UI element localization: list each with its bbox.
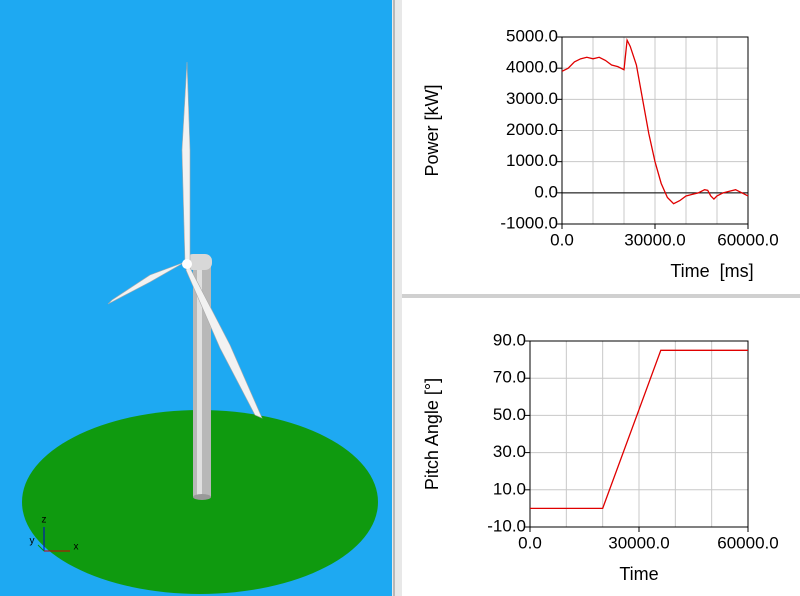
blade <box>185 263 263 419</box>
y-tick-label: 4000.0 <box>506 58 558 77</box>
tower-base <box>193 494 211 500</box>
triad-label: y <box>30 536 35 547</box>
y-tick-label: 70.0 <box>493 368 526 387</box>
x-tick-label: 0.0 <box>550 230 574 249</box>
y-tick-label: 3000.0 <box>506 89 558 108</box>
y-tick-label: 0.0 <box>534 182 558 201</box>
blade <box>107 261 186 305</box>
ground <box>22 410 378 594</box>
plot-frame <box>561 36 749 225</box>
x-tick-label: 30000.0 <box>624 230 685 249</box>
y-axis-title: Pitch Angle [°] <box>422 378 442 490</box>
x-tick-label: 60000.0 <box>717 533 778 552</box>
y-tick-label: 5000.0 <box>506 26 558 45</box>
y-tick-label: 10.0 <box>493 479 526 498</box>
tower-highlight <box>197 265 202 497</box>
triad-y <box>37 544 45 552</box>
x-axis-title: Time [ms] <box>670 261 753 281</box>
splitter <box>392 0 402 596</box>
data-line <box>561 37 749 205</box>
triad-label: z <box>42 515 47 526</box>
y-tick-label: 30.0 <box>493 442 526 461</box>
data-line <box>530 349 748 510</box>
triad-label: x <box>74 542 79 553</box>
y-tick-label: -1000.0 <box>500 213 558 232</box>
x-tick-label: 30000.0 <box>608 533 669 552</box>
y-axis-title: Power [kW] <box>422 84 442 176</box>
nacelle <box>186 254 212 270</box>
hub <box>182 259 192 269</box>
y-tick-label: 2000.0 <box>506 120 558 139</box>
y-tick-label: 90.0 <box>493 330 526 349</box>
x-tick-label: 0.0 <box>518 533 542 552</box>
panel-divider <box>402 294 800 298</box>
plot-frame <box>529 340 749 528</box>
y-tick-label: -10.0 <box>487 516 526 535</box>
x-axis-title: Time <box>619 564 658 584</box>
y-tick-label: 1000.0 <box>506 151 558 170</box>
y-tick-label: 50.0 <box>493 405 526 424</box>
axis-triad: z y x <box>30 515 79 553</box>
turbine <box>107 61 263 500</box>
x-tick-label: 60000.0 <box>717 230 778 249</box>
